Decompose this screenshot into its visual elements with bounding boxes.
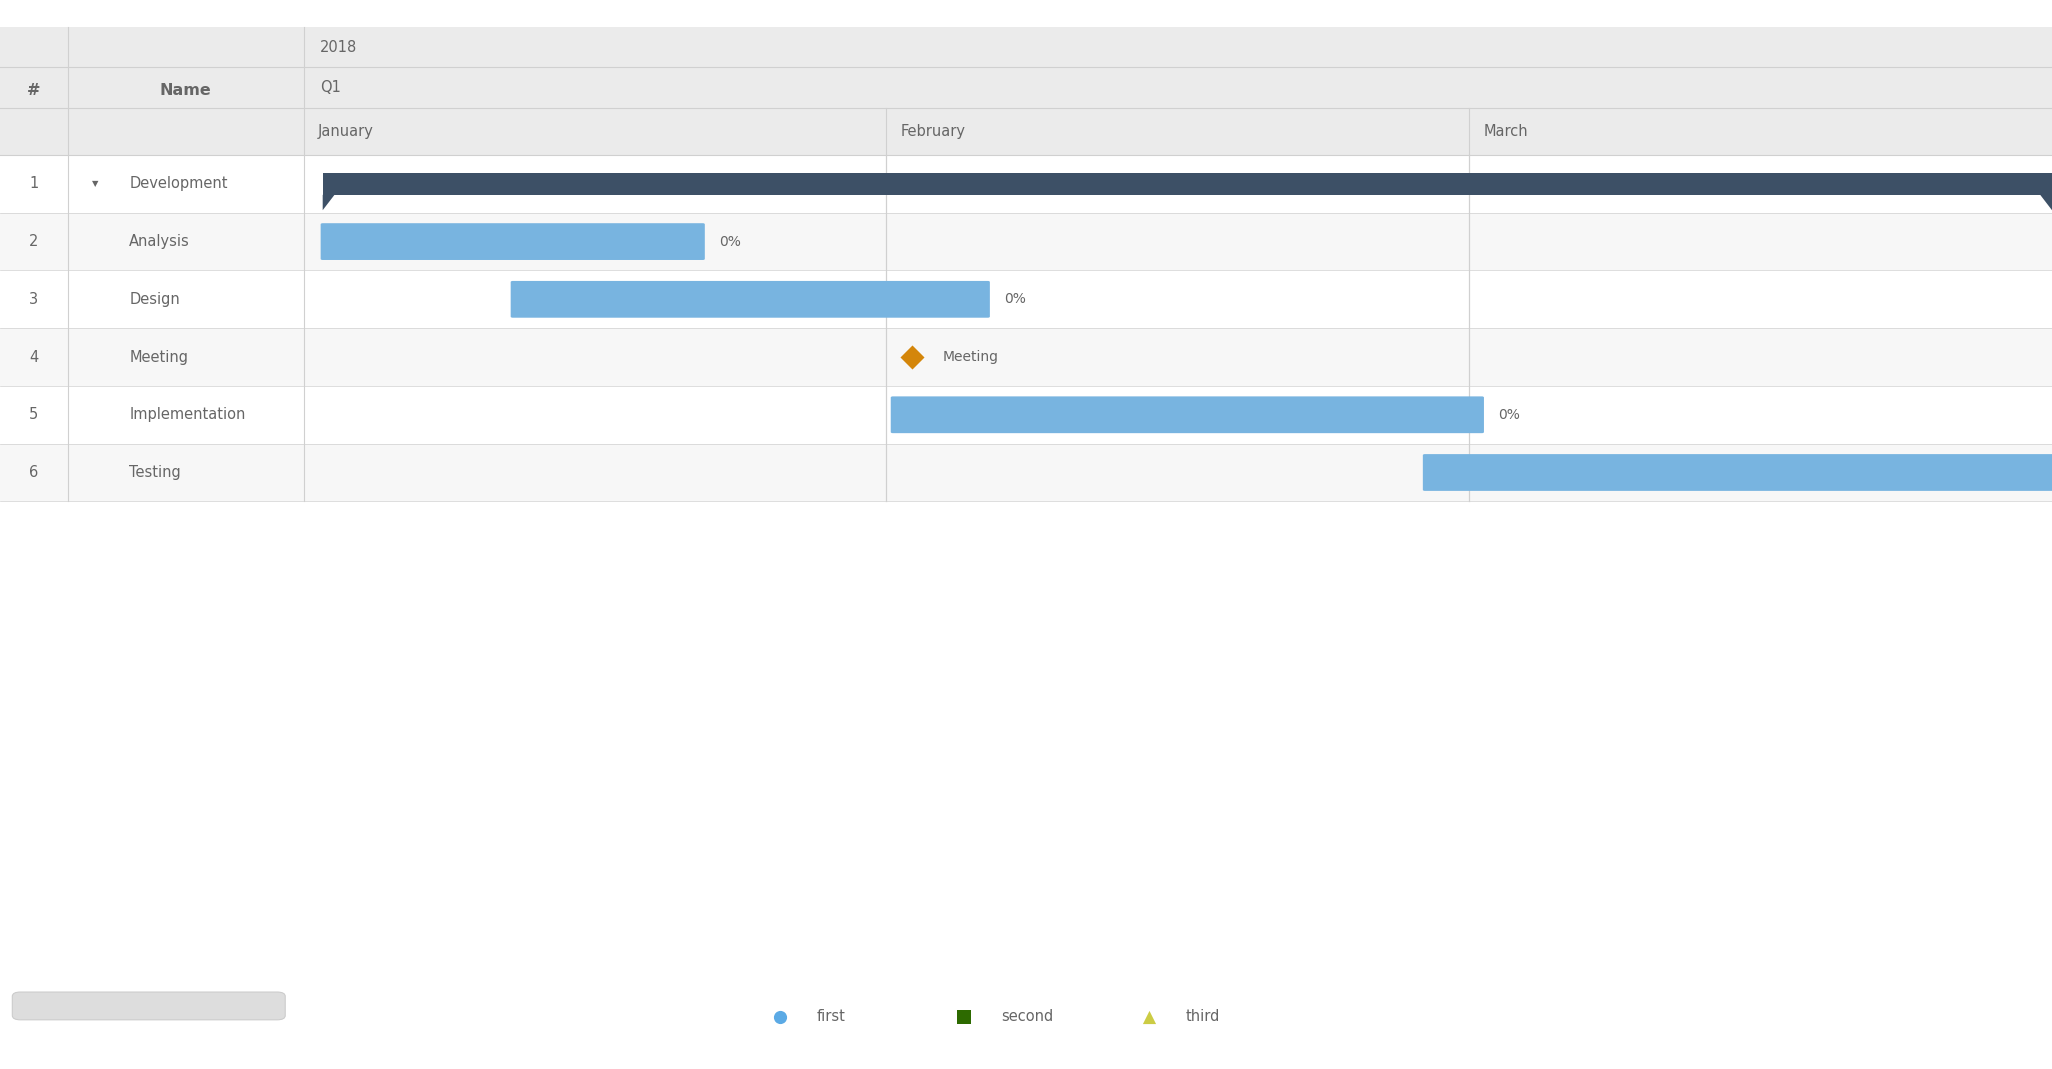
- Text: third: third: [1186, 1009, 1221, 1024]
- Text: Q1: Q1: [320, 80, 341, 95]
- Polygon shape: [2040, 195, 2052, 211]
- Bar: [304, 27, 2052, 67]
- Bar: [304, 444, 2052, 501]
- Bar: [304, 108, 2052, 155]
- Bar: [0, 270, 304, 328]
- Bar: [0, 386, 304, 444]
- Polygon shape: [322, 195, 334, 211]
- Point: [948, 1008, 981, 1025]
- Text: 0%: 0%: [1498, 407, 1521, 422]
- FancyBboxPatch shape: [511, 281, 989, 317]
- Bar: [0, 213, 304, 270]
- Bar: [304, 386, 2052, 444]
- Text: ▼: ▼: [92, 180, 98, 188]
- Text: second: second: [1001, 1009, 1053, 1024]
- Bar: [0, 27, 304, 155]
- FancyBboxPatch shape: [320, 223, 704, 260]
- Text: #: #: [27, 83, 41, 98]
- Bar: [0, 328, 304, 386]
- Point: [763, 1008, 796, 1025]
- Text: 4: 4: [29, 350, 39, 365]
- Text: 6: 6: [29, 465, 39, 480]
- FancyBboxPatch shape: [891, 397, 1484, 433]
- Text: Development: Development: [129, 176, 228, 191]
- Text: March: March: [1484, 124, 1529, 139]
- Text: 1: 1: [29, 176, 39, 191]
- Text: Testing: Testing: [129, 465, 181, 480]
- Text: 2018: 2018: [320, 40, 357, 55]
- Point: [1133, 1008, 1166, 1025]
- FancyBboxPatch shape: [1422, 454, 2052, 491]
- Bar: [0, 444, 304, 501]
- Text: 2: 2: [29, 234, 39, 249]
- Text: 0%: 0%: [718, 234, 741, 249]
- Text: 0%: 0%: [1003, 292, 1026, 307]
- Text: February: February: [901, 124, 966, 139]
- Text: 3: 3: [29, 292, 39, 307]
- Text: Analysis: Analysis: [129, 234, 191, 249]
- Bar: [0, 155, 304, 213]
- Bar: [304, 27, 2052, 501]
- Text: first: first: [817, 1009, 845, 1024]
- Text: Meeting: Meeting: [942, 350, 999, 365]
- Text: Name: Name: [160, 83, 211, 98]
- Bar: [304, 328, 2052, 386]
- Bar: [322, 173, 2052, 195]
- Text: Design: Design: [129, 292, 181, 307]
- Text: Implementation: Implementation: [129, 407, 246, 422]
- Point: [895, 348, 928, 366]
- Bar: [304, 270, 2052, 328]
- Bar: [304, 67, 2052, 108]
- Text: Meeting: Meeting: [129, 350, 189, 365]
- Text: January: January: [318, 124, 373, 139]
- Bar: [304, 155, 2052, 213]
- Text: 5: 5: [29, 407, 39, 422]
- FancyBboxPatch shape: [12, 992, 285, 1020]
- Bar: [0, 27, 304, 501]
- Bar: [304, 213, 2052, 270]
